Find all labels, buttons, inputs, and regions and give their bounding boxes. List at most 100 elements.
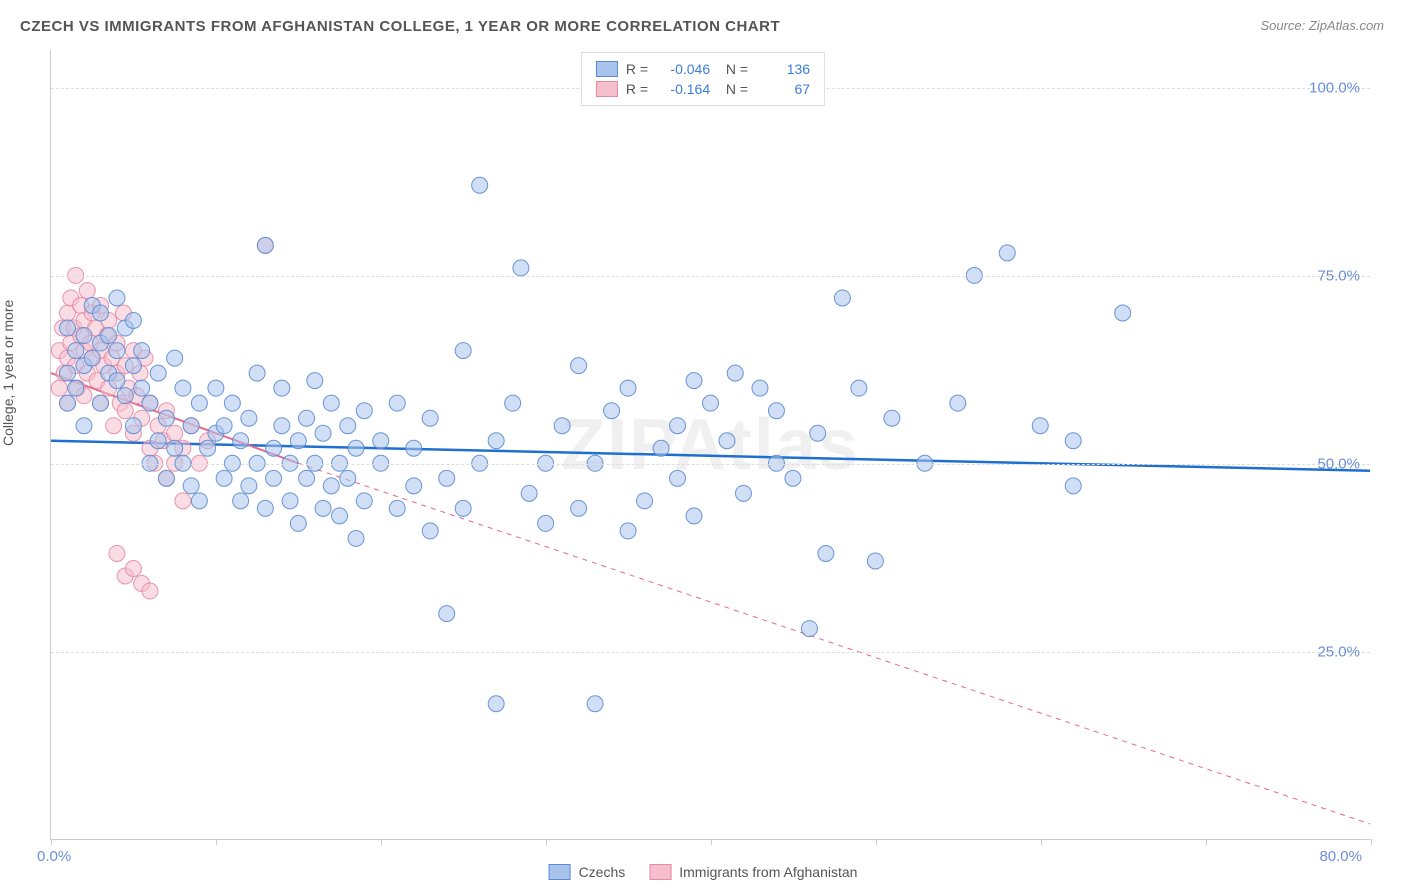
scatter-point <box>84 350 100 366</box>
scatter-point <box>999 245 1015 261</box>
scatter-point <box>233 433 249 449</box>
scatter-point <box>150 365 166 381</box>
scatter-point <box>439 470 455 486</box>
scatter-point <box>406 478 422 494</box>
scatter-point <box>191 395 207 411</box>
x-axis-min-label: 0.0% <box>37 848 71 865</box>
scatter-point <box>290 433 306 449</box>
scatter-point <box>1032 418 1048 434</box>
scatter-point <box>109 545 125 561</box>
gridline <box>51 276 1370 277</box>
scatter-point <box>538 515 554 531</box>
x-tick <box>546 839 547 845</box>
scatter-point <box>208 380 224 396</box>
scatter-point <box>785 470 801 486</box>
scatter-point <box>241 478 257 494</box>
scatter-point <box>282 493 298 509</box>
scatter-point <box>455 500 471 516</box>
scatter-point <box>266 470 282 486</box>
scatter-point <box>488 433 504 449</box>
scatter-point <box>653 440 669 456</box>
scatter-point <box>134 380 150 396</box>
scatter-point <box>620 523 636 539</box>
scatter-point <box>224 395 240 411</box>
scatter-point <box>299 410 315 426</box>
scatter-point <box>117 388 133 404</box>
scatter-point <box>735 485 751 501</box>
scatter-point <box>834 290 850 306</box>
scatter-point <box>175 380 191 396</box>
scatter-point <box>307 373 323 389</box>
legend-swatch-czechs <box>596 61 618 77</box>
scatter-point <box>554 418 570 434</box>
scatter-point <box>505 395 521 411</box>
scatter-point <box>183 478 199 494</box>
scatter-point <box>571 358 587 374</box>
scatter-point <box>604 403 620 419</box>
scatter-point <box>76 418 92 434</box>
scatter-point <box>266 440 282 456</box>
legend-row-afghan: R = -0.164 N = 67 <box>596 79 810 99</box>
scatter-point <box>620 380 636 396</box>
scatter-point <box>422 410 438 426</box>
scatter-point <box>488 696 504 712</box>
scatter-point <box>801 621 817 637</box>
scatter-point <box>59 320 75 336</box>
scatter-point <box>571 500 587 516</box>
legend-swatch-afghan <box>649 864 671 880</box>
scatter-point <box>79 282 95 298</box>
x-tick <box>1206 839 1207 845</box>
scatter-point <box>233 493 249 509</box>
scatter-point <box>719 433 735 449</box>
scatter-point <box>68 380 84 396</box>
plot-area: ZIPAtlas 25.0%50.0%75.0%100.0% 0.0% 80.0… <box>50 50 1370 840</box>
scatter-point <box>818 545 834 561</box>
legend-swatch-afghan <box>596 81 618 97</box>
scatter-point <box>810 425 826 441</box>
scatter-point <box>158 410 174 426</box>
scatter-point <box>158 470 174 486</box>
legend-r-value-czechs: -0.046 <box>656 61 710 77</box>
scatter-point <box>125 560 141 576</box>
scatter-point <box>167 350 183 366</box>
scatter-point <box>257 237 273 253</box>
gridline <box>51 464 1370 465</box>
scatter-point <box>389 395 405 411</box>
scatter-point <box>768 403 784 419</box>
scatter-point <box>299 470 315 486</box>
scatter-point <box>68 343 84 359</box>
scatter-point <box>670 418 686 434</box>
y-tick-label: 25.0% <box>1317 643 1360 660</box>
scatter-point <box>356 493 372 509</box>
scatter-point <box>727 365 743 381</box>
scatter-point <box>348 440 364 456</box>
chart-title: CZECH VS IMMIGRANTS FROM AFGHANISTAN COL… <box>20 18 780 35</box>
scatter-point <box>752 380 768 396</box>
scatter-point <box>323 395 339 411</box>
legend-label-afghan: Immigrants from Afghanistan <box>679 864 857 880</box>
scatter-point <box>373 433 389 449</box>
legend-row-czechs: R = -0.046 N = 136 <box>596 59 810 79</box>
scatter-point <box>703 395 719 411</box>
scatter-point <box>191 493 207 509</box>
scatter-point <box>274 380 290 396</box>
scatter-point <box>150 433 166 449</box>
scatter-point <box>1115 305 1131 321</box>
source-attribution: Source: ZipAtlas.com <box>1260 18 1384 33</box>
legend-swatch-czechs <box>549 864 571 880</box>
scatter-point <box>389 500 405 516</box>
legend-r-value-afghan: -0.164 <box>656 81 710 97</box>
y-tick-label: 50.0% <box>1317 455 1360 472</box>
x-tick <box>876 839 877 845</box>
scatter-point <box>76 328 92 344</box>
x-tick <box>1041 839 1042 845</box>
scatter-point <box>117 403 133 419</box>
trend-line-extrapolated <box>298 463 1370 824</box>
scatter-point <box>125 313 141 329</box>
scatter-point <box>315 500 331 516</box>
scatter-point <box>670 470 686 486</box>
scatter-point <box>106 418 122 434</box>
scatter-point <box>950 395 966 411</box>
legend-r-label: R = <box>626 81 648 97</box>
scatter-point <box>92 305 108 321</box>
